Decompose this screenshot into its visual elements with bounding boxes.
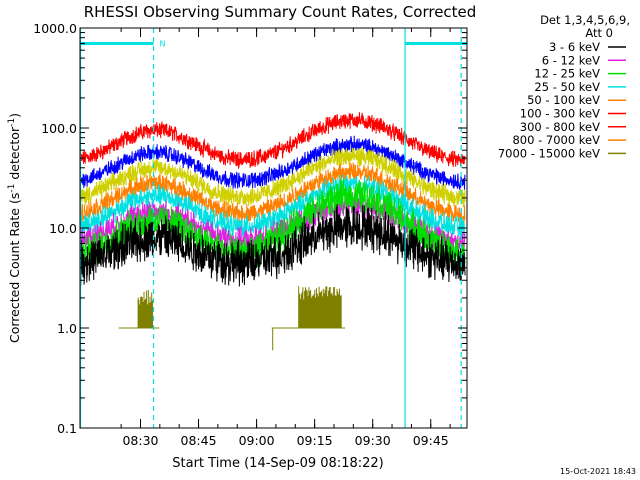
legend-label-2: 12 - 25 keV	[534, 67, 600, 81]
chart-title: RHESSI Observing Summary Count Rates, Co…	[84, 3, 477, 21]
y-tick-label-3: 100.0	[41, 121, 77, 136]
y-axis-label: Corrected Count Rate (s-1 detector-1)	[7, 113, 22, 343]
y-tick-label-0: 0.1	[57, 421, 77, 436]
x-tick-label-3: 09:15	[297, 433, 333, 448]
x-tick-label-2: 09:00	[239, 433, 275, 448]
series-line-3	[80, 161, 466, 226]
x-tick-label-1: 08:45	[181, 433, 217, 448]
legend-label-7: 800 - 7000 keV	[512, 133, 600, 147]
x-tick-label-4: 09:30	[355, 433, 391, 448]
y-tick-label-1: 1.0	[57, 321, 77, 336]
y-tick-label-2: 10.0	[49, 221, 77, 236]
legend-label-6: 300 - 800 keV	[520, 120, 600, 134]
series-line-7	[80, 204, 466, 287]
legend-header-line1: Det 1,3,4,5,6,9,	[540, 13, 630, 27]
legend-label-3: 25 - 50 keV	[534, 80, 600, 94]
legend-label-4: 50 - 100 keV	[527, 93, 600, 107]
y-tick-label-4: 1000.0	[33, 21, 77, 36]
legend-label-5: 100 - 300 keV	[520, 107, 600, 121]
olive-segment-0	[118, 290, 160, 329]
legend-header-line2: Att 0	[585, 26, 613, 40]
x-tick-label-5: 09:45	[413, 433, 449, 448]
legend-label-0: 3 - 6 keV	[549, 40, 600, 54]
x-tick-label-0: 08:30	[122, 433, 158, 448]
flag-label-n: N	[160, 39, 166, 48]
x-axis-ticks: 08:30 08:45 09:00 09:15 09:30 09:45	[120, 28, 451, 448]
legend-label-8: 7000 - 15000 keV	[498, 146, 600, 160]
y-axis-ticks: 0.1 1.0 10.0 100.0 1000.0	[33, 21, 467, 436]
series-line-0	[80, 112, 466, 170]
plot-area: N	[79, 28, 467, 428]
series-line-2	[80, 147, 466, 208]
timestamp: 15-Oct-2021 18:43	[560, 467, 636, 476]
olive-segment-1	[271, 286, 346, 351]
x-axis-label: Start Time (14-Sep-09 08:18:22)	[172, 456, 383, 471]
legend-label-1: 6 - 12 keV	[542, 53, 600, 67]
